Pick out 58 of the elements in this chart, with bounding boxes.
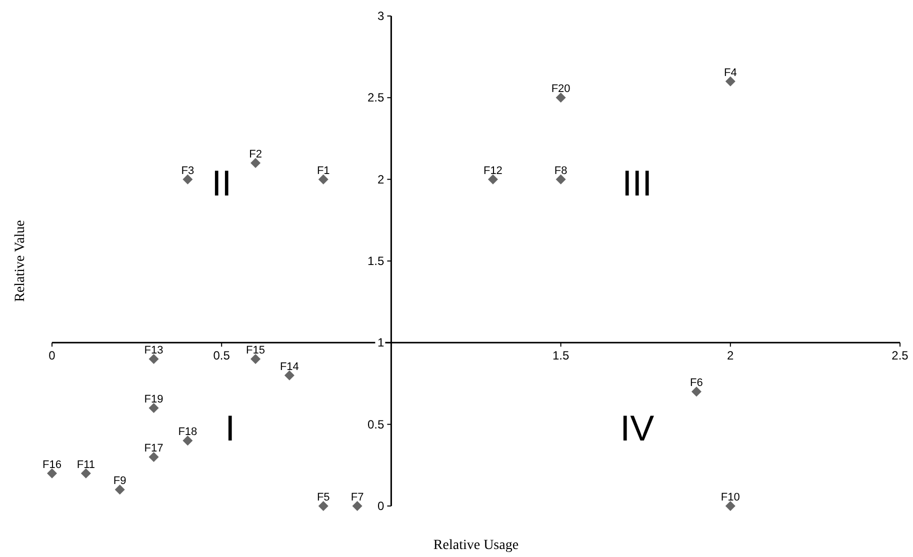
data-label: F12 — [483, 164, 502, 177]
point — [182, 436, 193, 446]
point — [488, 174, 498, 184]
point — [80, 468, 91, 478]
point — [318, 174, 328, 184]
x-tick-label: 2.5 — [892, 348, 909, 363]
point — [148, 354, 159, 364]
data-label: F11 — [76, 458, 95, 471]
point — [148, 403, 159, 413]
data-label: F16 — [42, 458, 62, 471]
y-tick-label: 2 — [378, 172, 385, 186]
data-label: F2 — [249, 148, 262, 160]
point — [725, 76, 736, 86]
y-tick-label: 2.5 — [368, 90, 385, 105]
data-label: F7 — [350, 491, 364, 504]
x-axis-title: Relative Usage — [433, 538, 519, 553]
point — [284, 370, 294, 380]
data-label: F19 — [144, 393, 164, 406]
y-tick-label: 1.5 — [368, 254, 385, 268]
annotation: IV — [620, 408, 654, 449]
point — [250, 158, 261, 168]
point — [691, 386, 702, 397]
y-tick-label: 0.5 — [368, 417, 385, 432]
data-label: F14 — [280, 360, 299, 373]
x-tick-label: 0 — [48, 348, 56, 363]
point — [182, 174, 193, 184]
y-tick-label: 0 — [378, 499, 385, 513]
point — [47, 468, 57, 478]
x-tick-label: 1.5 — [552, 348, 570, 363]
data-label: F3 — [181, 164, 194, 177]
data-label: F9 — [113, 475, 126, 488]
annotation: II — [212, 162, 232, 204]
data-label: F6 — [690, 377, 703, 390]
data-label: F5 — [316, 491, 330, 504]
data-label: F17 — [144, 442, 164, 454]
data-label: F1 — [316, 164, 330, 177]
point — [148, 452, 159, 462]
point — [318, 501, 328, 511]
data-label: F20 — [551, 83, 570, 96]
y-tick-label: 3 — [378, 9, 385, 23]
y-axis-title: Relative Value — [13, 220, 28, 302]
point — [556, 174, 566, 184]
x-tick-label: 2 — [727, 348, 734, 363]
data-label: F10 — [720, 491, 740, 504]
data-label: F15 — [246, 344, 266, 356]
point — [556, 92, 566, 103]
point — [250, 354, 261, 364]
point — [725, 501, 736, 511]
point — [114, 484, 125, 495]
point — [352, 501, 362, 511]
data-label: F13 — [144, 344, 164, 356]
data-label: F8 — [554, 164, 568, 177]
annotation: III — [622, 162, 652, 204]
annotation: I — [225, 408, 236, 449]
data-label: F18 — [178, 426, 198, 438]
x-tick-label: 0.5 — [213, 348, 230, 363]
y-tick-label: 1 — [378, 336, 385, 350]
data-label: F4 — [724, 66, 737, 79]
